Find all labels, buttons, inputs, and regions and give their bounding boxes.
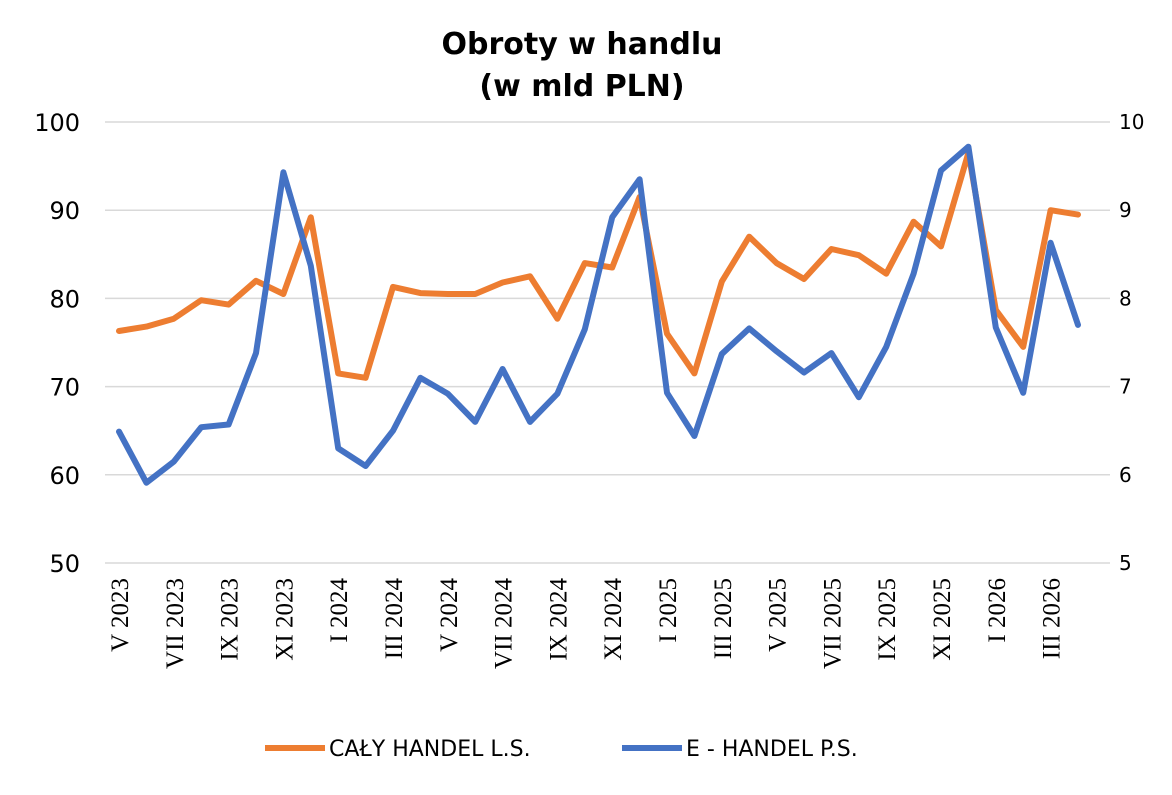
x-tick-label: VII 2023 (162, 578, 189, 669)
gridlines (105, 121, 1110, 564)
y-right-tick-label: 7 (1119, 375, 1132, 399)
series-lines (116, 143, 1081, 486)
y-axis-right: 5 6 7 8 9 10 (1119, 110, 1144, 575)
y-left-tick-label: 100 (34, 109, 80, 137)
x-tick-label: XI 2023 (271, 578, 298, 661)
x-axis: V 2023 VII 2023 IX 2023 XI 2023 I 2024 III 20… (107, 578, 1066, 669)
y-right-tick-label: 9 (1119, 198, 1132, 222)
y-right-tick-label: 5 (1119, 551, 1132, 575)
x-tick-label: III 2025 (710, 578, 737, 659)
series-line-2 (116, 143, 1081, 486)
x-tick-label: IX 2023 (217, 578, 244, 661)
x-tick-label: IX 2024 (545, 578, 572, 661)
y-left-tick-label: 90 (49, 197, 80, 225)
x-tick-label: III 2024 (381, 578, 408, 660)
legend: CAŁY HANDEL L.S. E - HANDEL P.S. (265, 737, 858, 762)
x-tick-label: VII 2025 (819, 578, 846, 669)
chart-title-line-2: (w mld PLN) (479, 69, 684, 104)
x-tick-label: V 2024 (436, 578, 463, 652)
x-tick-label: V 2025 (765, 578, 792, 652)
x-tick-label: IX 2025 (874, 578, 901, 661)
legend-label-2: E - HANDEL P.S. (686, 737, 858, 762)
x-tick-label: V 2023 (107, 578, 134, 652)
y-right-tick-label: 10 (1119, 110, 1144, 134)
y-left-tick-label: 60 (49, 462, 80, 490)
x-tick-label: VII 2024 (491, 578, 518, 669)
x-tick-label: I 2024 (326, 578, 353, 643)
x-tick-label: III 2026 (1039, 578, 1066, 659)
chart-title-line-1: Obroty w handlu (442, 27, 723, 62)
y-left-tick-label: 70 (49, 374, 80, 402)
legend-label-1: CAŁY HANDEL L.S. (329, 737, 531, 762)
y-right-tick-label: 8 (1119, 286, 1132, 310)
x-tick-label: XI 2024 (600, 578, 627, 661)
y-left-tick-label: 80 (49, 285, 80, 313)
x-tick-label: XI 2025 (929, 578, 956, 661)
y-right-tick-label: 6 (1119, 463, 1132, 487)
x-tick-label: I 2026 (984, 578, 1011, 643)
y-left-tick-label: 50 (49, 550, 80, 578)
x-tick-label: I 2025 (655, 578, 682, 643)
y-axis-left: 50 60 70 80 90 100 (34, 109, 80, 578)
